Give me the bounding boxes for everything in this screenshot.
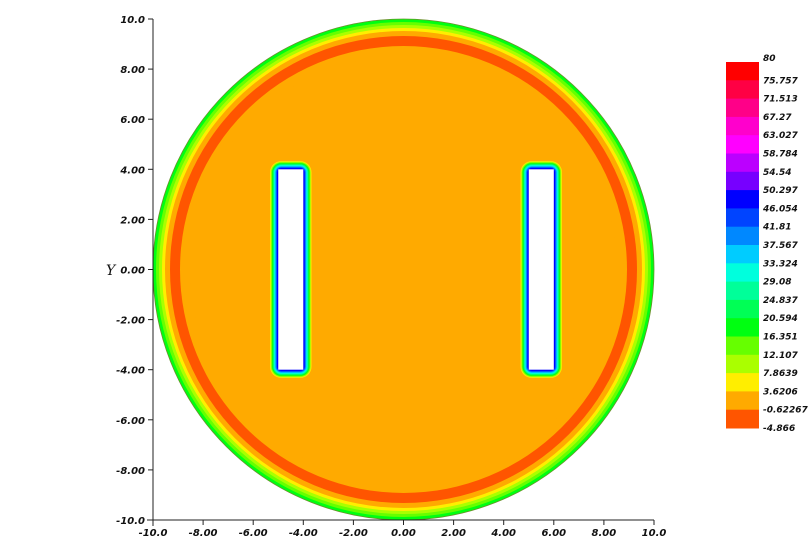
- colorbar-swatch: [726, 281, 759, 301]
- colorbar-swatch: [726, 98, 759, 118]
- colorbar-label: 75.757: [763, 76, 798, 86]
- colorbar-swatch: [726, 135, 759, 154]
- colorbar-swatch: [726, 80, 759, 100]
- colorbar-label: 29.08: [763, 278, 791, 288]
- colorbar-swatch: [726, 336, 759, 356]
- contour-field: [152, 18, 655, 521]
- colorbar-swatch: [726, 409, 759, 429]
- x-tick-label: 10.0: [642, 528, 667, 536]
- y-tick-label: 8.00: [120, 65, 145, 76]
- y-axis-label: Y: [106, 263, 117, 279]
- colorbar: 80 75.757 71.513 67.27 63.027 58.784 54.54 50.2…: [726, 54, 808, 434]
- colorbar-swatch: [726, 208, 759, 228]
- x-tick-label: 8.00: [592, 528, 617, 536]
- x-tick-label: 4.00: [490, 528, 516, 536]
- colorbar-label: 33.324: [763, 259, 798, 269]
- colorbar-label: 37.567: [763, 241, 798, 251]
- colorbar-swatch: [726, 226, 759, 246]
- x-tick-label: -6.00: [239, 528, 268, 536]
- colorbar-label: 46.054: [762, 204, 798, 214]
- y-tick-label: 10.0: [120, 15, 145, 26]
- colorbar-swatch: [726, 116, 759, 136]
- x-tick-label: 0.00: [391, 528, 416, 536]
- x-tick-label: -8.00: [189, 528, 218, 536]
- colorbar-swatch: [726, 245, 759, 264]
- colorbar-label: 12.107: [763, 351, 798, 361]
- colorbar-label: 67.27: [763, 113, 792, 123]
- y-tick-label: -10.0: [116, 516, 145, 527]
- y-tick-label: -2.00: [116, 316, 145, 327]
- colorbar-label: 41.81: [762, 223, 791, 233]
- y-tick-label: 6.00: [120, 115, 145, 126]
- y-tick-label: -8.00: [116, 466, 145, 477]
- colorbar-swatch: [726, 391, 759, 411]
- colorbar-swatch: [726, 354, 759, 374]
- y-tick-label: 4.00: [119, 165, 145, 176]
- colorbar-swatch: [726, 299, 759, 319]
- hole-left: [269, 160, 313, 379]
- hole-interior: [528, 169, 554, 370]
- colorbar-label: 58.784: [763, 150, 798, 160]
- x-tick-label: -4.00: [289, 528, 318, 536]
- colorbar-label: 24.837: [763, 296, 798, 306]
- colorbar-label: 3.6206: [763, 387, 798, 397]
- hole-interior: [278, 169, 304, 370]
- colorbar-swatch: [726, 190, 759, 209]
- colorbar-swatch: [726, 171, 759, 191]
- hole-right: [519, 160, 563, 379]
- axes: -10.0 -8.00 -6.00 -4.00 -2.00 0.00 2.00 4.00 6.0…: [116, 15, 666, 536]
- colorbar-label: 50.297: [763, 186, 798, 196]
- y-tick-label: -4.00: [116, 366, 145, 377]
- colorbar-label: -0.62267: [763, 406, 808, 416]
- colorbar-swatch: [726, 373, 759, 392]
- colorbar-swatch: [726, 62, 759, 81]
- x-tick-label: 2.00: [441, 528, 466, 536]
- colorbar-swatch: [726, 263, 759, 283]
- colorbar-label: 80: [763, 54, 776, 64]
- colorbar-label: 20.594: [763, 314, 798, 324]
- colorbar-label: 54.54: [763, 168, 791, 178]
- colorbar-label: -4.866: [763, 424, 795, 434]
- colorbar-swatch: [726, 153, 759, 173]
- y-tick-label: -6.00: [116, 416, 145, 427]
- y-tick-label: 0.00: [120, 266, 145, 277]
- x-tick-label: -2.00: [339, 528, 368, 536]
- colorbar-label: 7.8639: [763, 369, 798, 379]
- colorbar-label: 71.513: [763, 95, 798, 105]
- y-tick-label: 2.00: [120, 215, 145, 226]
- x-tick-label: -10.0: [139, 528, 168, 536]
- x-tick-label: 6.00: [541, 528, 566, 536]
- colorbar-label: 16.351: [763, 333, 798, 343]
- colorbar-label: 63.027: [763, 131, 798, 141]
- colorbar-swatch: [726, 318, 759, 337]
